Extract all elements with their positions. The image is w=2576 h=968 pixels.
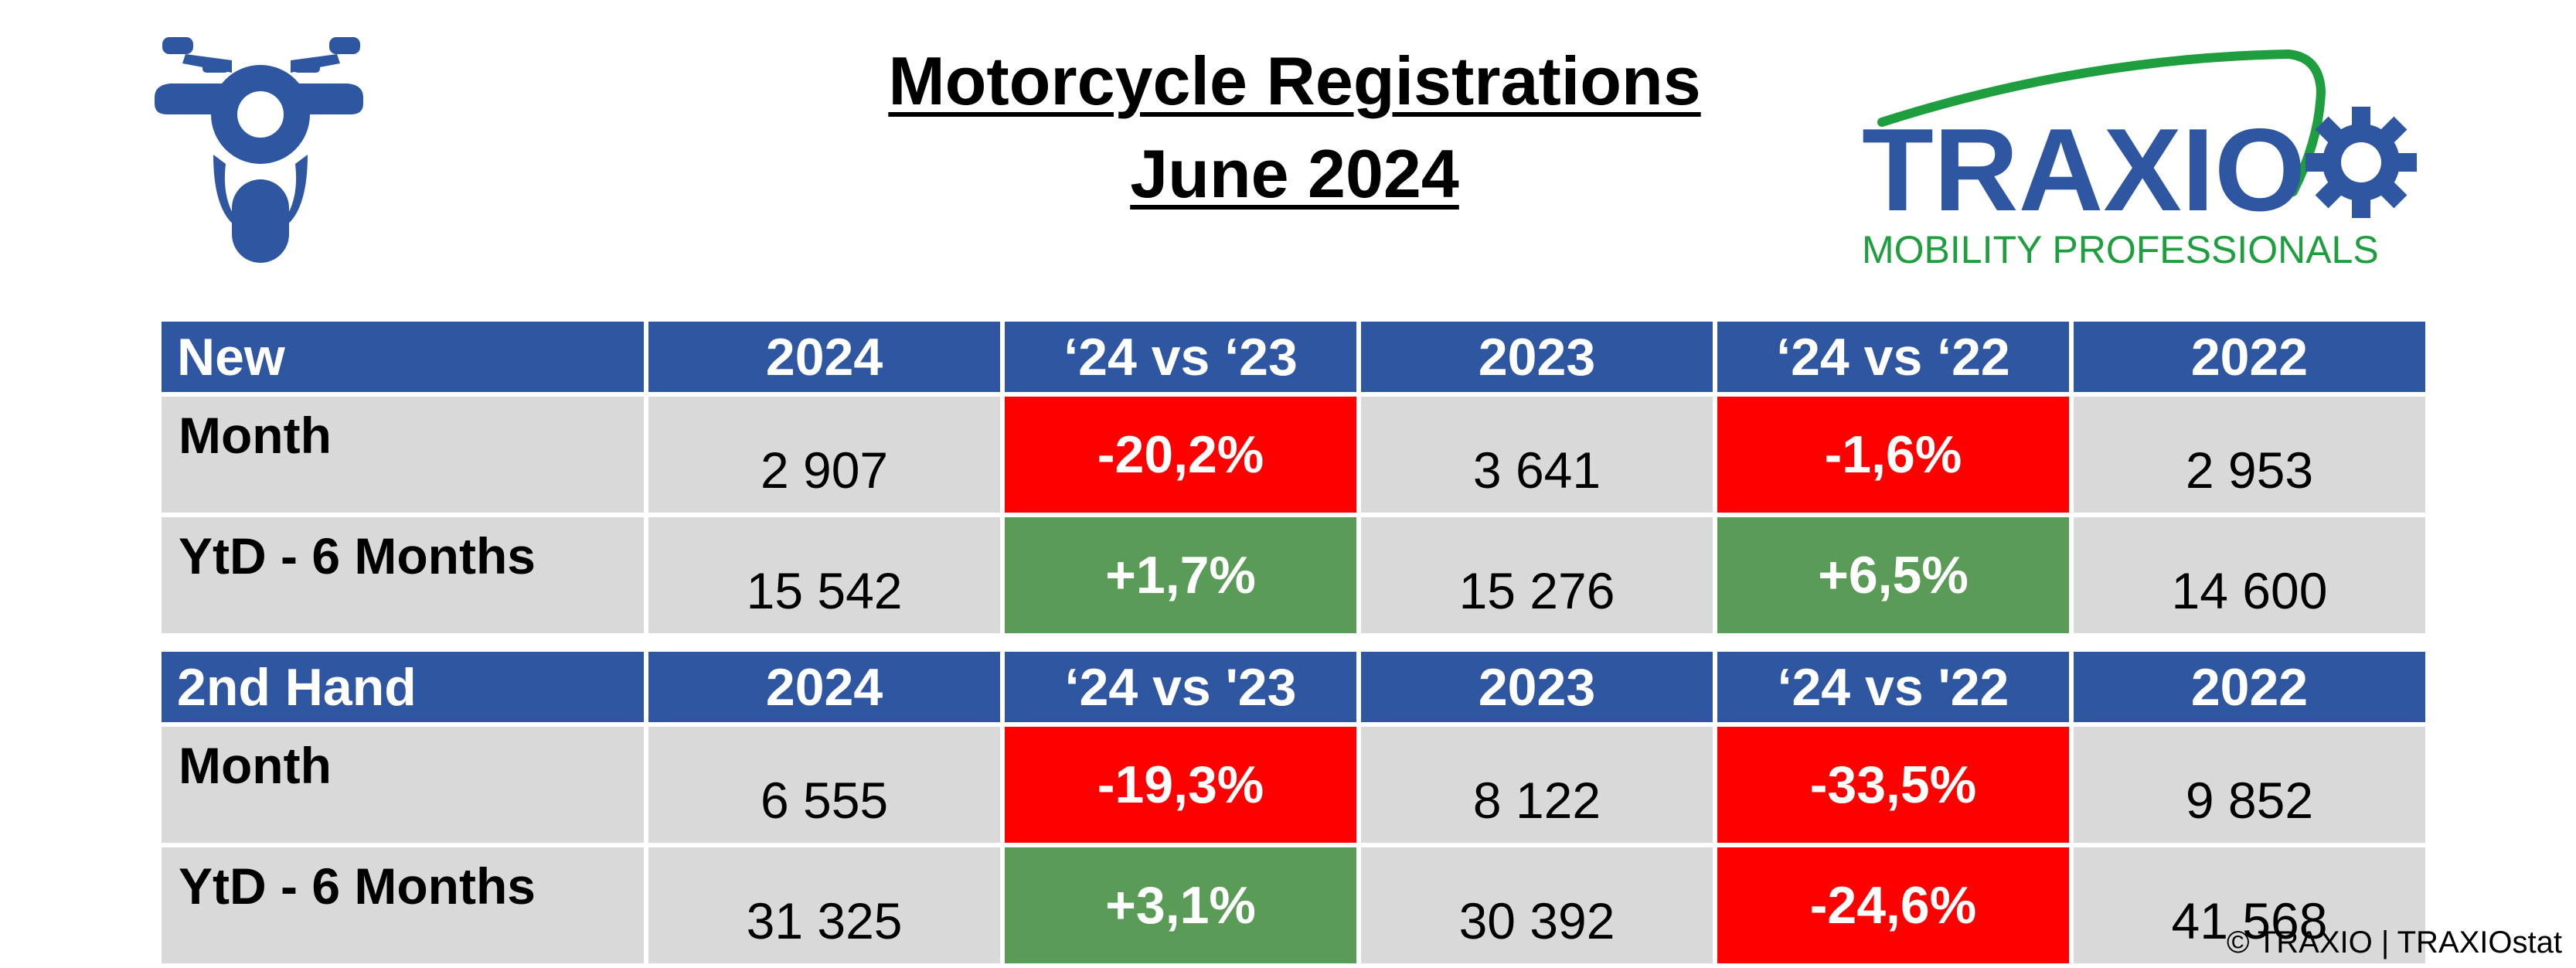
value-cell: 41 568 [2073,847,2425,963]
table-header-cell: New [162,322,645,392]
table-row: Month 6 555 -19,3% 8 122 -33,5% 9 852 [162,727,2425,843]
value-cell: 15 276 [1361,517,1713,633]
value-cell: 30 392 [1361,847,1713,963]
table-header-cell: ‘24 vs '23 [1005,652,1357,722]
table-header-cell: 2022 [2073,322,2425,392]
value-cell: 6 555 [648,727,1001,843]
change-cell-positive: +6,5% [1717,517,2069,633]
change-cell-positive: +1,7% [1005,517,1357,633]
second-hand-registrations-table: 2nd Hand 2024 ‘24 vs '23 2023 ‘24 vs '22… [157,647,2430,968]
table-header-cell: 2023 [1361,652,1713,722]
logo-wordmark: TRAXIO [1862,104,2305,236]
copyright-text: © TRAXIO | TRAXIOstat [2226,925,2562,959]
change-cell-negative: -33,5% [1717,727,2069,843]
title-line-2: June 2024 [1130,135,1459,212]
row-label: YtD - 6 Months [162,517,645,633]
page-title: Motorcycle Registrations June 2024 [773,35,1816,220]
table-header-cell: 2nd Hand [162,652,645,722]
table-header-cell: 2022 [2073,652,2425,722]
value-cell: 3 641 [1361,397,1713,513]
table-header-row: New 2024 ‘24 vs ‘23 2023 ‘24 vs ‘22 2022 [162,322,2425,392]
row-label: Month [162,397,645,513]
title-line-1: Motorcycle Registrations [888,43,1701,119]
new-registrations-table: New 2024 ‘24 vs ‘23 2023 ‘24 vs ‘22 2022… [157,317,2430,638]
table-header-row: 2nd Hand 2024 ‘24 vs '23 2023 ‘24 vs '22… [162,652,2425,722]
traxio-logo: TRAXIO MOBILITY PROFESSIONALS [1862,49,2417,271]
value-cell: 2 907 [648,397,1001,513]
table-header-cell: 2023 [1361,322,1713,392]
table-row: Month 2 907 -20,2% 3 641 -1,6% 2 953 [162,397,2425,513]
table-row: YtD - 6 Months 15 542 +1,7% 15 276 +6,5%… [162,517,2425,633]
value-cell: 31 325 [648,847,1001,963]
table-header-cell: 2024 [648,322,1001,392]
change-cell-negative: -20,2% [1005,397,1357,513]
row-label: YtD - 6 Months [162,847,645,963]
change-cell-negative: -24,6% [1717,847,2069,963]
change-cell-negative: -19,3% [1005,727,1357,843]
change-cell-negative: -1,6% [1717,397,2069,513]
motorcycle-icon [155,37,363,263]
value-cell: 9 852 [2073,727,2425,843]
value-cell: 14 600 [2073,517,2425,633]
table-header-cell: ‘24 vs ‘23 [1005,322,1357,392]
table-header-cell: 2024 [648,652,1001,722]
change-cell-positive: +3,1% [1005,847,1357,963]
value-cell: 15 542 [648,517,1001,633]
gear-icon [2305,107,2417,218]
row-label: Month [162,727,645,843]
value-cell: 2 953 [2073,397,2425,513]
value-cell: 8 122 [1361,727,1713,843]
table-header-cell: ‘24 vs '22 [1717,652,2069,722]
table-header-cell: ‘24 vs ‘22 [1717,322,2069,392]
table-row: YtD - 6 Months 31 325 +3,1% 30 392 -24,6… [162,847,2425,963]
logo-tagline: MOBILITY PROFESSIONALS [1862,228,2379,271]
